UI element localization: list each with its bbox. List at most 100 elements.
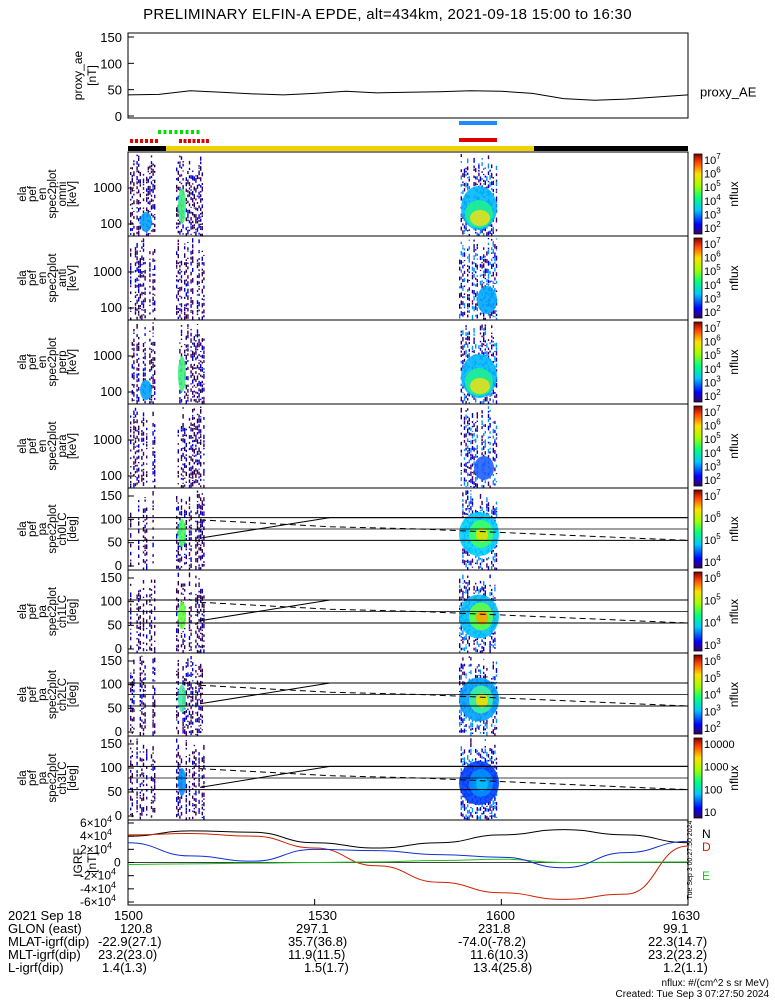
spectrogram-pixel [133,392,135,397]
spectrogram-pixel [141,768,143,772]
y-axis-label: pa [37,522,49,535]
spectrogram-pixel [460,169,462,173]
spectrogram-pixel [460,407,462,413]
spectrogram-pixel [176,500,178,502]
spectrogram-pixel [481,479,483,482]
spectrogram-pixel [195,565,197,570]
spectrogram-pixel [478,566,480,569]
spectrogram-pixel [185,303,187,307]
spectrogram-pixel [486,563,488,568]
spectrogram-pixel [146,447,148,450]
spectrogram-pixel [491,731,493,734]
spectrogram-pixel [130,300,132,303]
spectrogram-pixel [203,497,205,502]
spectrogram-pixel [130,762,132,766]
spectrogram-pixel [201,211,203,215]
igrf-line-d [127,833,689,900]
y-tick-label: 150 [100,736,122,751]
y-tick-label: -2×104 [80,867,116,883]
spectrogram-pixel [179,511,181,516]
spectrogram-pixel [195,468,197,472]
spectrogram-pixel [467,445,469,450]
spectrogram-pixel [130,672,132,674]
spectrogram-pixel [198,476,200,479]
spectrogram-pixel [149,353,151,359]
spectrogram-pixel [144,327,146,330]
spectrogram-pixel [196,348,199,351]
spectrogram-pixel [462,503,464,507]
spectrogram-pixel [481,178,483,180]
spectrogram-pixel [185,740,187,742]
spectrogram-pixel [200,177,202,182]
spectrogram-pixel [176,687,178,690]
spectrogram-pixel [203,649,205,653]
spectrogram-pixel [459,589,461,594]
spectrogram-pixel [130,522,132,528]
spectrogram-pixel [494,267,496,272]
spectrogram-pixel [154,439,156,444]
spectrogram-pixel [180,296,183,299]
spectrogram-pixel [192,220,194,224]
spectrogram-pixel [468,432,470,436]
spectrogram-pixel [484,722,486,727]
spectrogram-pixel [494,252,496,255]
spectrogram-pixel [483,726,485,731]
spectrogram-pixel [195,702,197,708]
spectrogram-pixel [476,176,478,180]
spectrogram-pixel [188,572,191,578]
spectrogram-pixel [476,444,478,450]
spectrogram-pixel [190,690,192,695]
spectrogram-pixel [185,197,187,202]
spectrogram-pixel [460,217,462,223]
spectrogram-pixel [201,719,203,724]
spectrogram-pixel [479,347,482,351]
spectrogram-pixel [133,689,135,693]
spectrogram-pixel [144,347,146,351]
spectrogram-pixel [182,726,184,730]
spectrogram-pixel [473,461,475,465]
spectrogram-pixel [131,167,133,170]
spectrogram-pixel [481,157,483,160]
colorbar [693,571,703,652]
spectrogram-pixel [144,275,146,281]
spectrogram-pixel [138,283,140,288]
spectrogram-pixel [150,348,153,351]
spectrogram-pixel [190,211,192,214]
spectrogram-pixel [152,394,154,397]
spectrogram-pixel [494,254,496,258]
spectrogram-pixel [176,267,178,269]
spectrogram-pixel [471,272,474,274]
spectrogram-pixel [483,810,485,815]
spectrogram-pixel [203,453,205,456]
spectrogram-pixel [459,627,461,629]
spectrogram-pixel [134,255,137,258]
spectrogram-pixel [198,459,200,465]
spectrogram-pixel [481,484,483,488]
spectrogram-pixel [487,808,490,812]
legend-label: D [702,840,711,854]
spectrogram-pixel [492,226,494,231]
spectrogram-pixel [475,674,477,679]
spectrogram-pixel [150,604,153,606]
spectrogram-pixel [196,504,199,508]
spectrogram-pixel [192,170,194,173]
spectrogram-pixel [201,539,203,545]
spectrogram-pixel [460,292,462,297]
spectrogram-pixel [468,749,470,753]
spectrogram-pixel [462,757,464,760]
spectrogram-pixel [203,563,205,567]
spectrogram-pixel [190,563,192,569]
spectrogram-pixel [201,387,203,393]
spectrogram-pixel [195,733,197,736]
spectrogram-pixel [192,396,194,398]
spectrogram-pixel [154,214,156,216]
spectrogram-pixel [192,440,194,443]
spectrogram-pixel [463,803,466,808]
spectrogram-pixel [134,414,137,418]
spectrogram-pixel [462,223,464,226]
spectrogram-pixel [133,483,135,488]
spectrogram-pixel [177,246,179,251]
y-axis-label: spec2plot [47,337,59,387]
spectrogram-pixel [481,748,483,753]
spectrogram-pixel [195,622,197,625]
